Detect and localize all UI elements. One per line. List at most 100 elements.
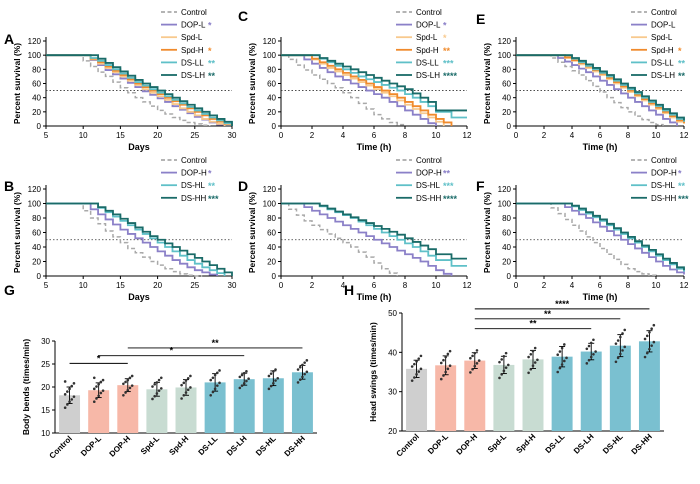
x-tick-label: 4 bbox=[570, 131, 575, 140]
y-tick-label: 0 bbox=[507, 272, 512, 281]
y-tick-label: 25 bbox=[41, 360, 50, 369]
data-point bbox=[269, 384, 273, 388]
data-point bbox=[500, 373, 503, 376]
legend-label: DOP-H bbox=[651, 169, 677, 178]
data-point bbox=[122, 393, 125, 397]
y-tick-label: 40 bbox=[388, 348, 397, 357]
survival-curve-ds-hh bbox=[516, 202, 685, 271]
survival-panel-F: F 0 20 40 60 80 100 120 0 2 4 6 8 10 12 Time (h) Percent… bbox=[476, 156, 689, 302]
legend-label: Spd-L bbox=[181, 33, 203, 42]
data-point bbox=[475, 349, 479, 352]
legend-significance: * bbox=[208, 21, 212, 31]
legend-label: Control bbox=[416, 156, 442, 165]
data-point bbox=[238, 386, 242, 390]
data-point bbox=[124, 380, 127, 384]
bar-ds-lh bbox=[233, 379, 255, 433]
data-point bbox=[623, 328, 627, 332]
legend-label: Spd-L bbox=[651, 33, 673, 42]
data-point bbox=[585, 347, 589, 351]
survival-panel-C: C 0 20 40 60 80 100 120 0 2 4 6 8 10 12 Time (h) Percent… bbox=[238, 8, 472, 152]
survival-curve-control bbox=[281, 54, 406, 126]
data-point bbox=[155, 392, 159, 395]
survival-curve-ds-ll bbox=[516, 54, 685, 122]
legend-significance: *** bbox=[678, 194, 689, 204]
legend-label: DOP-L bbox=[181, 21, 206, 30]
panel-letter: D bbox=[238, 178, 248, 194]
data-point bbox=[410, 379, 414, 382]
data-point bbox=[413, 362, 416, 366]
x-axis-label: Time (h) bbox=[357, 142, 392, 152]
legend-label: DS-HL bbox=[651, 181, 676, 190]
y-tick-label: 100 bbox=[498, 200, 512, 209]
legend-label: DS-LH bbox=[651, 71, 675, 80]
data-point bbox=[66, 390, 69, 393]
y-tick-label: 15 bbox=[41, 406, 50, 415]
data-point bbox=[643, 337, 647, 341]
survival-panel-D: D 0 20 40 60 80 100 120 0 2 4 6 8 10 12 Time (h) Percent… bbox=[238, 156, 472, 302]
data-point bbox=[531, 364, 535, 368]
data-point bbox=[209, 378, 213, 382]
legend-label: DS-HH bbox=[416, 194, 442, 203]
x-tick-label: 2 bbox=[542, 131, 547, 140]
y-tick-label: 40 bbox=[502, 243, 511, 252]
y-tick-label: 0 bbox=[272, 122, 277, 131]
data-point bbox=[68, 387, 71, 391]
data-point bbox=[151, 397, 154, 401]
data-point bbox=[182, 381, 186, 385]
data-point bbox=[415, 360, 418, 363]
category-label: Spd-L bbox=[139, 434, 161, 456]
survival-curve-control bbox=[46, 202, 203, 277]
data-point bbox=[652, 340, 656, 344]
legend-label: DS-LH bbox=[181, 71, 205, 80]
y-axis-label: Percent survival (%) bbox=[12, 43, 22, 124]
data-point bbox=[155, 381, 159, 384]
data-point bbox=[589, 355, 593, 359]
data-point bbox=[97, 394, 100, 398]
category-label: DS-HL bbox=[601, 432, 625, 456]
data-point bbox=[211, 376, 215, 380]
legend-significance: ** bbox=[678, 181, 686, 191]
data-point bbox=[594, 350, 597, 353]
data-point bbox=[211, 390, 215, 394]
survival-curve-dop-l bbox=[516, 54, 678, 126]
y-axis-label: Percent survival (%) bbox=[482, 43, 492, 124]
y-axis-label: Percent survival (%) bbox=[12, 192, 22, 273]
data-point bbox=[619, 335, 622, 339]
data-point bbox=[63, 406, 67, 410]
data-point bbox=[614, 342, 618, 345]
y-tick-label: 40 bbox=[502, 94, 511, 103]
data-point bbox=[475, 362, 479, 365]
data-point bbox=[502, 354, 506, 358]
data-point bbox=[614, 360, 618, 364]
legend-label: Spd-H bbox=[651, 46, 674, 55]
x-tick-label: 12 bbox=[463, 131, 472, 140]
data-point bbox=[66, 403, 69, 406]
data-point bbox=[536, 358, 539, 362]
data-point bbox=[529, 353, 533, 356]
x-tick-label: 15 bbox=[116, 281, 125, 290]
y-axis-label: Percent survival (%) bbox=[482, 192, 492, 273]
y-tick-label: 60 bbox=[502, 80, 511, 89]
category-label: DS-LL bbox=[544, 432, 567, 455]
legend-label: Control bbox=[651, 156, 677, 165]
data-point bbox=[471, 354, 474, 358]
data-point bbox=[157, 389, 161, 392]
y-tick-label: 50 bbox=[388, 309, 397, 318]
survival-curve-dop-h bbox=[281, 202, 453, 276]
category-label: DS-HH bbox=[283, 434, 307, 458]
data-point bbox=[157, 378, 161, 382]
data-point bbox=[410, 365, 414, 368]
data-point bbox=[650, 327, 653, 331]
data-point bbox=[274, 379, 277, 382]
x-tick-label: 12 bbox=[463, 281, 472, 290]
data-point bbox=[101, 378, 105, 382]
data-point bbox=[621, 349, 624, 352]
data-point bbox=[587, 358, 591, 362]
data-point bbox=[209, 393, 213, 397]
data-point bbox=[444, 370, 447, 374]
significance-label: * bbox=[97, 353, 101, 363]
y-tick-label: 20 bbox=[267, 258, 276, 267]
y-tick-label: 40 bbox=[32, 243, 41, 252]
data-point bbox=[592, 338, 595, 342]
data-point bbox=[99, 391, 103, 395]
